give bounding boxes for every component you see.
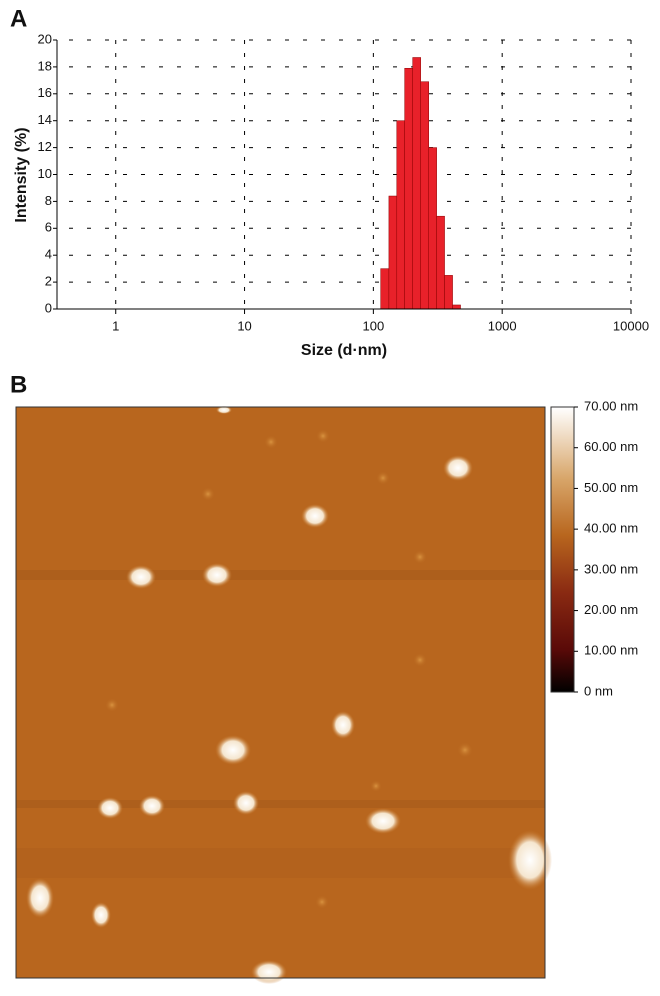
x-tick-label: 1000 — [488, 318, 517, 333]
colorbar — [550, 406, 575, 693]
y-tick-label: 8 — [45, 193, 52, 208]
scan-line — [16, 848, 545, 878]
bar — [420, 81, 429, 310]
scan-line — [16, 570, 545, 580]
x-axis-label: Size (d·nm) — [301, 342, 387, 359]
afm-surface — [16, 407, 545, 978]
bar — [396, 120, 405, 310]
x-tick-label: 10 — [237, 318, 251, 333]
y-tick-label: 10 — [38, 166, 52, 181]
bar — [444, 275, 453, 310]
colorbar-tick-label: 0 nm — [584, 683, 613, 698]
bar — [428, 147, 437, 310]
y-tick-label: 18 — [38, 58, 52, 73]
colorbar-tick-label: 20.00 nm — [584, 602, 638, 617]
x-tick-label: 100 — [363, 318, 385, 333]
bar — [404, 67, 413, 310]
y-tick-label: 20 — [38, 31, 52, 46]
colorbar-tick-label: 30.00 nm — [584, 561, 638, 576]
panel-label: A — [10, 5, 27, 32]
bar — [452, 304, 461, 310]
image-border — [15, 406, 546, 979]
y-tick-label: 12 — [38, 139, 52, 154]
colorbar-tick-label: 40.00 nm — [584, 521, 638, 536]
panel-label: B — [10, 371, 27, 398]
bar — [380, 268, 390, 310]
y-tick-label: 4 — [45, 247, 52, 262]
x-tick-label: 1 — [112, 318, 119, 333]
afm-image — [15, 406, 552, 984]
x-tick-label: 10000 — [613, 318, 649, 333]
y-axis-label: Intensity (%) — [13, 127, 30, 222]
y-tick-label: 2 — [45, 274, 52, 289]
colorbar-tick-label: 50.00 nm — [584, 480, 638, 495]
particles — [26, 406, 552, 984]
bar — [388, 195, 398, 310]
bar — [412, 57, 421, 310]
scan-line — [16, 800, 545, 808]
y-tick-label: 14 — [38, 112, 52, 127]
colorbar-tick-label: 60.00 nm — [584, 439, 638, 454]
colorbar-tick-label: 70.00 nm — [584, 398, 638, 413]
y-tick-label: 6 — [45, 220, 52, 235]
colorbar-tick-label: 10.00 nm — [584, 643, 638, 658]
spots — [105, 429, 473, 909]
bar — [436, 215, 445, 310]
y-tick-label: 0 — [45, 300, 52, 315]
y-tick-label: 16 — [38, 85, 52, 100]
